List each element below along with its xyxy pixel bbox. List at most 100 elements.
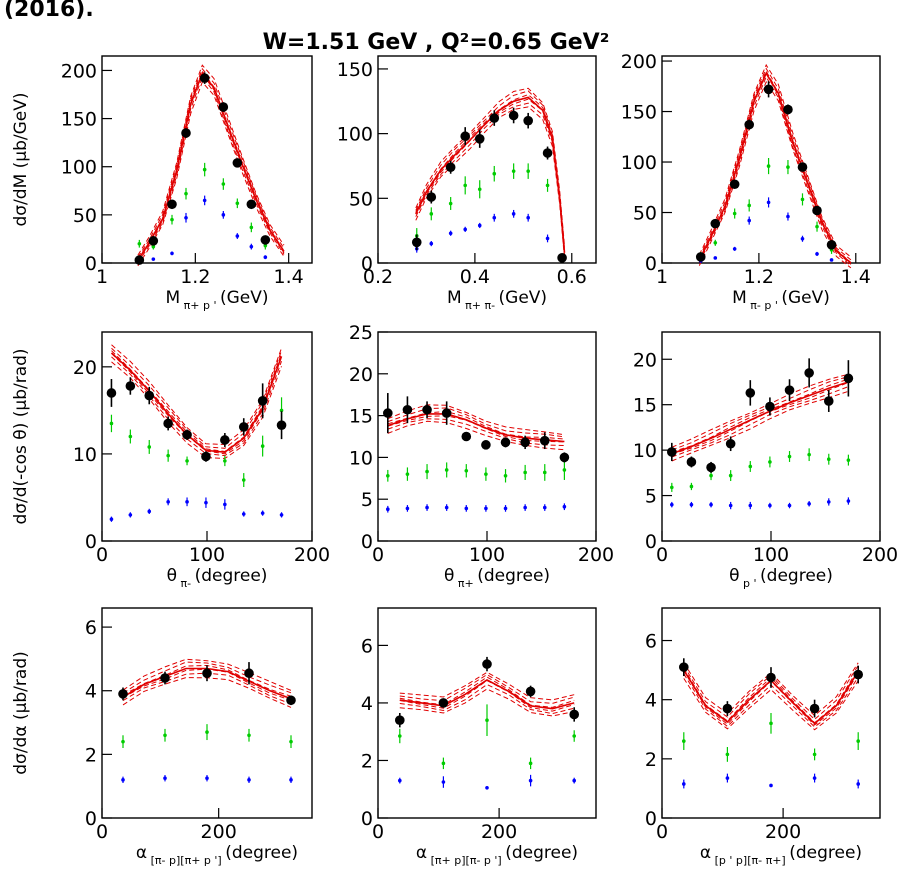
model-curve <box>122 658 292 691</box>
blue-point <box>279 513 284 517</box>
green-point <box>485 718 489 722</box>
data-point <box>286 695 296 706</box>
model-curve <box>111 347 282 449</box>
data-point <box>218 102 229 112</box>
blue-point <box>492 215 497 220</box>
y-axis-label: dσ/dα (μb/rad) <box>11 651 31 775</box>
model-curve <box>399 676 575 708</box>
model-curve <box>683 662 859 717</box>
data-point <box>679 662 689 672</box>
y-axis-label: dσ/dM (μb/GeV) <box>11 92 31 226</box>
x-tick-label: 0 <box>656 821 668 843</box>
chart-panel-3: 1 1.2 1.4 0 50 100 150 200 M π- p ' (GeV) <box>621 51 881 312</box>
x-tick-label: 100 <box>189 544 225 566</box>
x-axis-label-sub: π- <box>177 577 195 590</box>
data-point <box>525 686 536 697</box>
blue-point <box>725 776 730 780</box>
green-point <box>463 183 468 188</box>
blue-point <box>121 778 125 782</box>
green-point <box>846 458 851 462</box>
data-point <box>201 451 211 462</box>
y-tick-label: 4 <box>85 681 97 703</box>
data-point <box>766 672 776 683</box>
blue-point <box>526 215 530 220</box>
chart-panel-5: 0 100 200 0 5 10 15 20 25 θ π+ (degree) <box>349 322 614 590</box>
green-point <box>429 212 434 216</box>
blue-point <box>713 256 718 260</box>
blue-point <box>769 783 773 788</box>
figure-title: W=1.51 GeV , Q²=0.65 GeV² <box>263 30 610 55</box>
green-point <box>542 470 547 475</box>
green-point <box>405 472 410 476</box>
green-point <box>221 182 226 186</box>
blue-point <box>448 231 453 236</box>
data-point <box>763 84 774 95</box>
blue-point <box>441 780 446 784</box>
green-point <box>732 211 737 216</box>
model-curve <box>671 373 849 448</box>
x-axis-label-main: θ <box>729 566 739 586</box>
blue-point <box>398 778 402 783</box>
data-point <box>134 255 145 265</box>
green-point <box>747 203 751 208</box>
data-point <box>402 404 413 415</box>
blue-point <box>545 236 550 241</box>
y-tick-label: 15 <box>633 395 657 417</box>
green-point <box>289 739 293 744</box>
y-tick-label: 6 <box>361 635 373 657</box>
green-point <box>247 733 251 738</box>
model-curve <box>137 81 285 267</box>
y-tick-label: 0 <box>85 808 97 830</box>
green-point <box>709 473 713 478</box>
data-point <box>826 240 837 250</box>
x-tick-label: 200 <box>201 821 237 843</box>
y-tick-label: 0 <box>361 531 373 553</box>
x-tick-label: 200 <box>862 544 898 566</box>
x-tick-label: 0 <box>96 821 108 843</box>
green-point <box>682 739 686 743</box>
y-tick-label: 0 <box>361 808 373 830</box>
green-point <box>523 470 527 475</box>
green-point <box>526 169 530 173</box>
green-point <box>170 217 174 222</box>
green-point <box>800 197 805 202</box>
model-curve <box>137 64 285 256</box>
data-point <box>244 668 254 679</box>
green-point <box>241 478 246 482</box>
x-axis-label-sub: π+ p ' <box>180 299 220 312</box>
data-point <box>202 668 212 679</box>
x-tick-label: 0 <box>372 821 384 843</box>
blue-point <box>425 505 429 510</box>
data-point <box>500 437 511 448</box>
model-curve <box>683 678 859 731</box>
data-point <box>722 703 733 714</box>
x-axis-label: α [π- p][π+ p '] (degree) <box>136 843 298 867</box>
data-point <box>520 437 530 448</box>
model-curve <box>387 418 565 446</box>
x-tick-label: 0 <box>656 544 668 566</box>
data-point <box>745 388 756 398</box>
data-point <box>667 447 677 457</box>
y-tick-label: 2 <box>85 744 97 766</box>
data-point <box>125 381 136 391</box>
green-point <box>689 484 694 489</box>
plot-frame <box>101 55 313 264</box>
y-tick-label: 6 <box>85 617 97 639</box>
data-point <box>797 162 808 172</box>
green-point <box>128 434 133 439</box>
x-tick-label: 200 <box>578 544 614 566</box>
x-axis-label: α [π+ p][π- p '] (degree) <box>416 843 578 867</box>
model-curve <box>387 404 565 436</box>
y-tick-label: 6 <box>645 631 657 653</box>
data-point <box>220 435 230 445</box>
x-axis-label: θ π- (degree) <box>167 566 268 590</box>
blue-point <box>523 505 527 510</box>
green-point <box>769 721 773 726</box>
green-point <box>121 739 125 744</box>
model-curve <box>415 98 565 255</box>
blue-point <box>562 504 567 509</box>
plot-frame <box>101 607 313 819</box>
x-axis-label-unit: (degree) <box>789 843 862 863</box>
data-point <box>523 115 533 126</box>
blue-point <box>202 198 207 203</box>
